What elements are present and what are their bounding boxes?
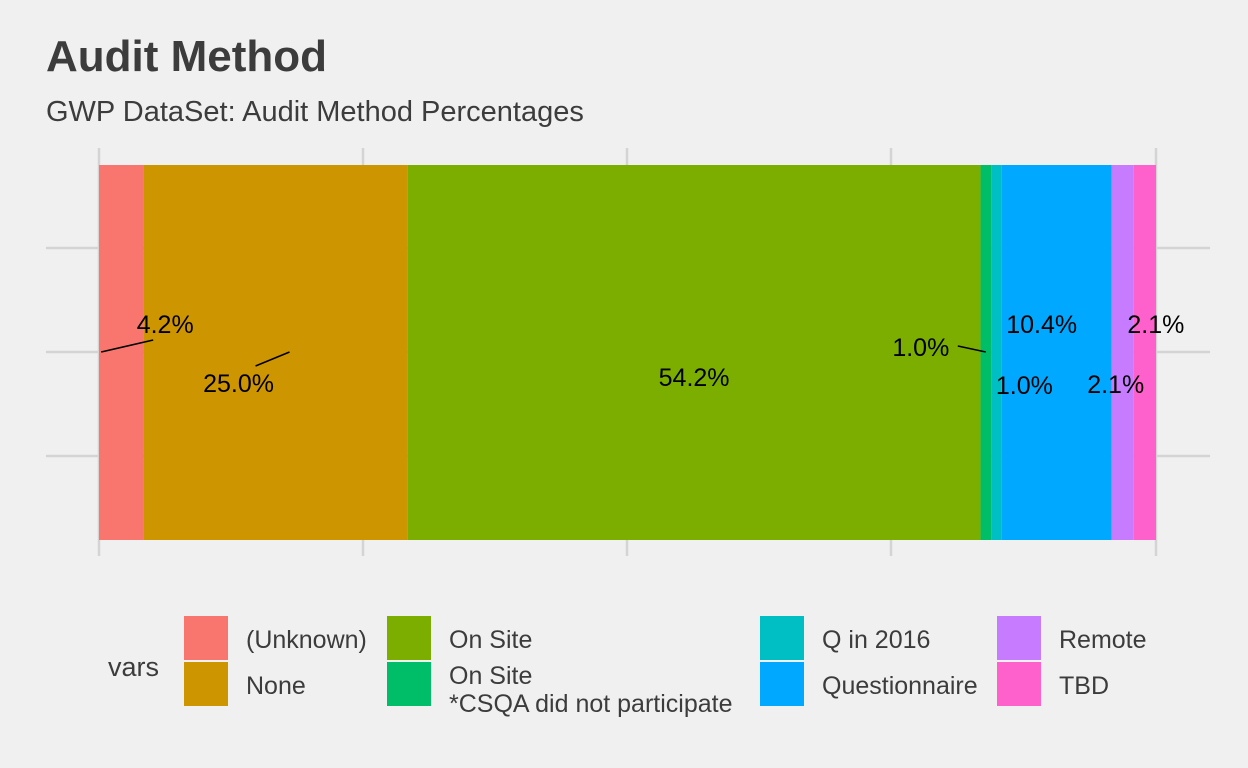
data-labels: 4.2% 25.0% 54.2% 1.0% 1.0% 10.4% 2.1% 2.1% bbox=[137, 311, 1185, 400]
legend-title: vars bbox=[108, 652, 160, 682]
legend-label-4: Q in 2016 bbox=[822, 626, 931, 654]
chart-title: Audit Method bbox=[46, 32, 328, 81]
legend-swatch-3 bbox=[387, 662, 431, 706]
legend-swatch-1 bbox=[184, 662, 228, 706]
bar-segment-0 bbox=[99, 165, 144, 540]
legend-label-7: TBD bbox=[1059, 672, 1109, 700]
legend-swatch-6 bbox=[997, 616, 1041, 660]
chart-subtitle: GWP DataSet: Audit Method Percentages bbox=[46, 96, 584, 128]
data-label-5: 10.4% bbox=[1006, 311, 1077, 339]
data-label-0: 4.2% bbox=[137, 311, 194, 339]
data-label-4: 1.0% bbox=[996, 372, 1053, 400]
bar-segment-5 bbox=[1001, 165, 1112, 540]
bar-segment-6 bbox=[1111, 165, 1134, 540]
legend-label-3: On Site *CSQA did not participate bbox=[449, 662, 733, 718]
stacked-bar-chart: 4.2% 25.0% 54.2% 1.0% 1.0% 10.4% 2.1% 2.1% bbox=[46, 148, 1210, 556]
bar-segment-1 bbox=[143, 165, 408, 540]
legend-swatch-0 bbox=[184, 616, 228, 660]
bar-segments bbox=[99, 165, 1156, 540]
legend-label-0: (Unknown) bbox=[246, 626, 367, 654]
bar-segment-2 bbox=[407, 165, 981, 540]
data-label-3: 1.0% bbox=[892, 334, 949, 362]
bar-segment-7 bbox=[1133, 165, 1156, 540]
legend-swatch-2 bbox=[387, 616, 431, 660]
data-label-7: 2.1% bbox=[1127, 311, 1184, 339]
leader-line-1 bbox=[255, 351, 290, 367]
legend-swatch-7 bbox=[997, 662, 1041, 706]
leader-line-3 bbox=[957, 345, 986, 353]
data-label-2: 54.2% bbox=[659, 364, 730, 392]
legend-label-6: Remote bbox=[1059, 626, 1147, 654]
legend-swatch-5 bbox=[760, 662, 804, 706]
label-leader-lines bbox=[101, 339, 986, 367]
data-label-6: 2.1% bbox=[1087, 371, 1144, 399]
leader-line-0 bbox=[101, 339, 154, 353]
legend-label-1: None bbox=[246, 672, 306, 700]
legend-label-5: Questionnaire bbox=[822, 672, 978, 700]
legend-swatch-4 bbox=[760, 616, 804, 660]
data-label-1: 25.0% bbox=[203, 370, 274, 398]
bar-segment-3 bbox=[980, 165, 992, 540]
legend-label-2: On Site bbox=[449, 626, 533, 654]
bar-segment-4 bbox=[991, 165, 1002, 540]
